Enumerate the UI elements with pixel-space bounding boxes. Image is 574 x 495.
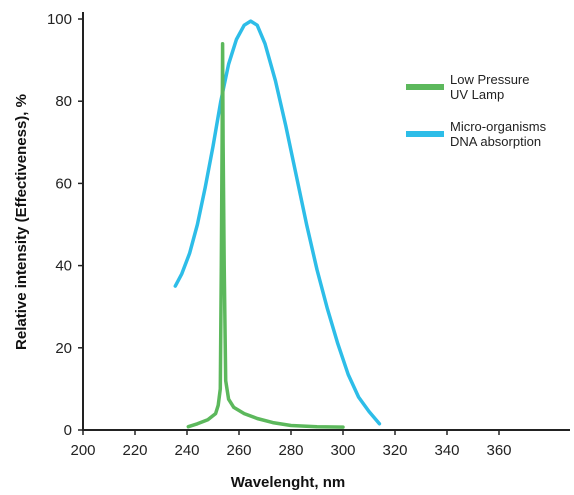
- x-tick-label: 200: [70, 442, 95, 459]
- legend-label: DNA absorption: [450, 134, 541, 149]
- legend-label: Micro-organisms: [450, 119, 547, 134]
- y-tick-label: 100: [47, 11, 72, 28]
- y-axis-title: Relative intensity (Effectiveness), %: [13, 94, 30, 350]
- y-tick-label: 60: [55, 175, 72, 192]
- x-tick-label: 280: [278, 442, 303, 459]
- x-tick-label: 220: [122, 442, 147, 459]
- series-line-dna-absorption: [173, 19, 382, 426]
- plot-lines: [173, 19, 382, 429]
- legend-label: UV Lamp: [450, 87, 504, 102]
- y-tick-label: 0: [64, 422, 72, 439]
- y-tick-label: 40: [55, 258, 72, 275]
- y-tick-label: 20: [55, 340, 72, 357]
- x-tick-label: 240: [174, 442, 199, 459]
- x-tick-label: 300: [330, 442, 355, 459]
- y-ticks: 0 20 40 60 80 100: [47, 11, 83, 439]
- axes: [82, 12, 570, 431]
- x-tick-label: 360: [486, 442, 511, 459]
- x-tick-label: 340: [434, 442, 459, 459]
- legend-label: Low Pressure: [450, 72, 529, 87]
- x-tick-label: 320: [382, 442, 407, 459]
- series-line-uv-lamp: [186, 41, 345, 429]
- x-ticks: 200 220 240 260 280 300 320 340 360: [70, 430, 512, 459]
- y-tick-label: 80: [55, 93, 72, 110]
- x-axis-title: Wavelenght, nm: [231, 474, 345, 491]
- x-tick-label: 260: [226, 442, 251, 459]
